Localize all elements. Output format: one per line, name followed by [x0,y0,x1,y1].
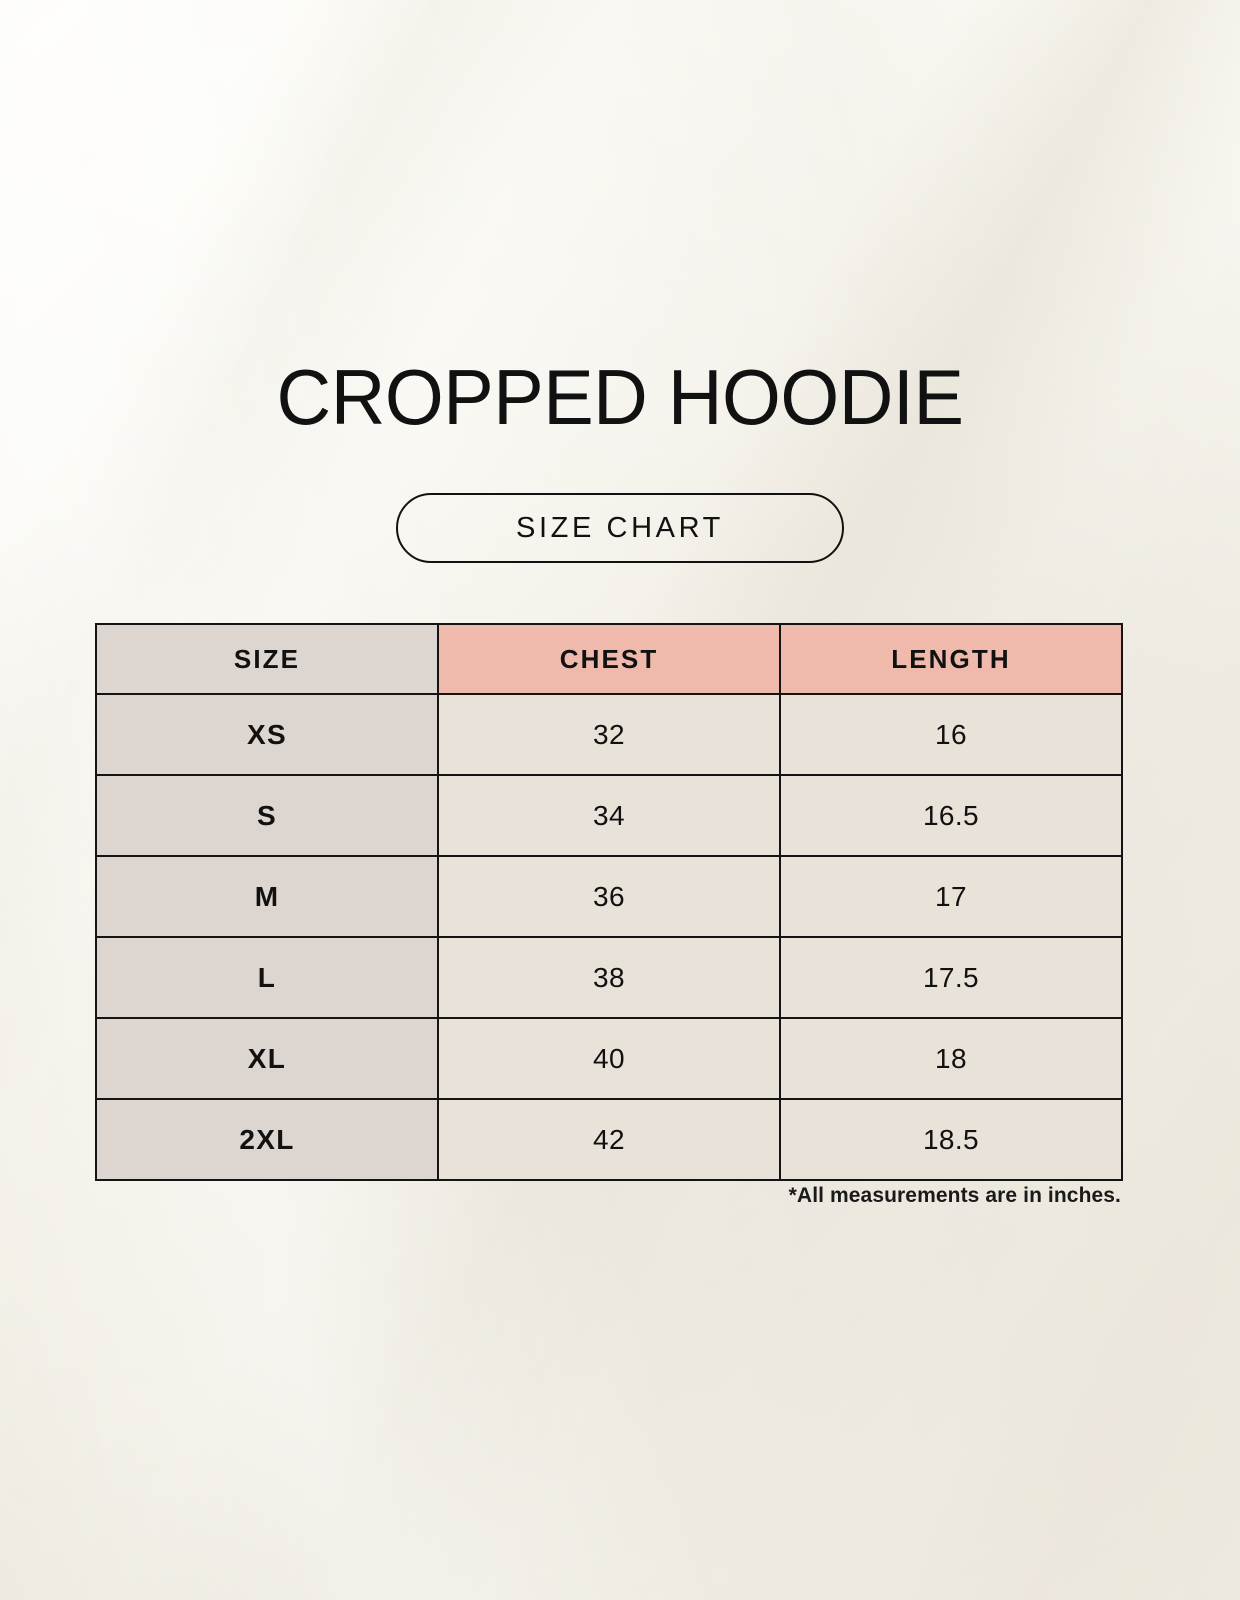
table-row: 2XL 42 18.5 [95,1098,1123,1181]
cell-length: 16 [779,693,1123,776]
table-row: S 34 16.5 [95,774,1123,857]
cell-length: 18.5 [779,1098,1123,1181]
table-row: XS 32 16 [95,693,1123,776]
cell-chest: 40 [437,1017,781,1100]
cell-chest: 34 [437,774,781,857]
cell-size: XL [95,1017,439,1100]
column-header-chest: CHEST [437,623,781,695]
column-header-length: LENGTH [779,623,1123,695]
size-table-container: SIZE CHEST LENGTH XS 32 16 S 34 16.5 M [95,623,1123,1181]
badge-container: SIZE CHART [0,493,1240,563]
measurement-units-note: *All measurements are in inches. [788,1184,1121,1207]
size-table: SIZE CHEST LENGTH XS 32 16 S 34 16.5 M [95,623,1123,1181]
cell-size: 2XL [95,1098,439,1181]
table-header-row: SIZE CHEST LENGTH [95,623,1123,695]
size-table-head: SIZE CHEST LENGTH [95,623,1123,695]
size-table-body: XS 32 16 S 34 16.5 M 36 17 L 38 17.5 [95,693,1123,1181]
table-row: L 38 17.5 [95,936,1123,1019]
cell-chest: 32 [437,693,781,776]
cell-length: 18 [779,1017,1123,1100]
size-chart-badge-label: SIZE CHART [516,511,724,544]
column-header-size: SIZE [95,623,439,695]
page-title: CROPPED HOODIE [276,353,964,441]
table-row: XL 40 18 [95,1017,1123,1100]
cell-chest: 36 [437,855,781,938]
cell-size: S [95,774,439,857]
cell-size: L [95,936,439,1019]
size-chart-badge: SIZE CHART [396,493,844,563]
cell-size: XS [95,693,439,776]
cell-chest: 42 [437,1098,781,1181]
cell-length: 17.5 [779,936,1123,1019]
cell-length: 17 [779,855,1123,938]
cell-size: M [95,855,439,938]
table-row: M 36 17 [95,855,1123,938]
cell-chest: 38 [437,936,781,1019]
cell-length: 16.5 [779,774,1123,857]
